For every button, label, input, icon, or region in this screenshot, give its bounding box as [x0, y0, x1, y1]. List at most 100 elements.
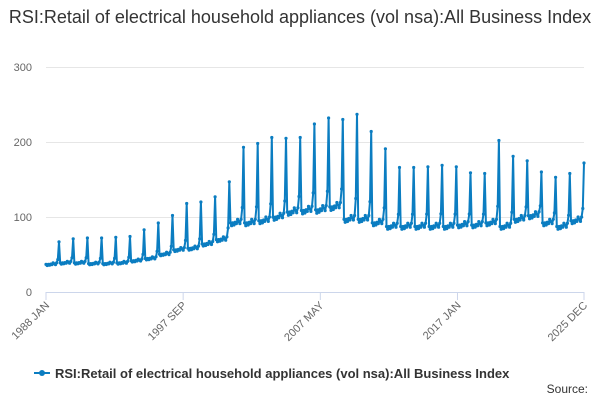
- data-point: [238, 222, 242, 226]
- data-point: [569, 219, 573, 223]
- data-point: [399, 224, 403, 229]
- data-point: [127, 255, 131, 259]
- data-point: [196, 244, 201, 248]
- data-point: [198, 237, 202, 241]
- data-point: [239, 217, 243, 221]
- data-point: [246, 223, 250, 227]
- data-point: [323, 209, 327, 213]
- data-point: [305, 209, 309, 213]
- data-point: [356, 217, 360, 221]
- data-point: [303, 211, 307, 215]
- data-point: [467, 212, 471, 216]
- data-point: [384, 224, 389, 229]
- data-point: [334, 206, 338, 210]
- data-point: [493, 222, 497, 226]
- data-point: [402, 227, 406, 231]
- data-point: [538, 204, 542, 208]
- data-point: [564, 225, 568, 229]
- y-tick-label: 100: [14, 212, 32, 224]
- data-point: [182, 246, 186, 250]
- data-point: [555, 224, 559, 229]
- y-tick-label: 0: [26, 287, 32, 299]
- data-point: [169, 244, 173, 248]
- data-point: [260, 221, 264, 225]
- data-point: [280, 216, 285, 220]
- data-point: [98, 256, 102, 260]
- data-point: [425, 212, 429, 216]
- data-point: [541, 221, 545, 225]
- data-point: [512, 217, 516, 221]
- data-point: [296, 206, 300, 210]
- data-point: [142, 228, 146, 232]
- data-point: [226, 226, 230, 230]
- x-tick-label: 2025 DEC: [546, 300, 590, 344]
- data-point: [253, 217, 257, 221]
- data-point: [213, 195, 217, 199]
- data-point: [234, 222, 238, 226]
- data-point: [155, 249, 159, 253]
- data-point: [258, 222, 262, 226]
- series-group: [44, 112, 586, 268]
- source-credit[interactable]: Source:: [546, 382, 588, 396]
- data-point: [340, 187, 344, 191]
- y-tick-label: 200: [14, 137, 32, 149]
- data-point: [405, 225, 409, 229]
- chart-title: RSI:Retail of electrical household appli…: [8, 7, 592, 27]
- data-point: [206, 242, 210, 247]
- data-point: [285, 210, 289, 214]
- x-axis-ticks: 1988 JAN 1997 SEP 2007 MAY 2017 JAN 2025 DEC: [9, 292, 590, 344]
- data-point: [452, 221, 456, 225]
- data-point: [535, 212, 539, 216]
- legend[interactable]: RSI:Retail of electrical household appli…: [34, 364, 509, 382]
- data-point: [306, 204, 311, 208]
- data-point: [424, 221, 428, 225]
- data-point: [516, 219, 520, 224]
- data-point: [319, 209, 324, 213]
- data-point: [97, 260, 101, 264]
- data-point: [284, 136, 288, 140]
- data-point: [558, 227, 563, 231]
- y-axis-ticks: 0 100 200 300: [14, 62, 32, 299]
- data-point: [317, 210, 321, 214]
- data-point: [312, 122, 316, 126]
- data-point: [163, 253, 167, 257]
- data-point: [232, 223, 236, 227]
- data-point: [314, 208, 318, 212]
- data-point: [354, 196, 358, 201]
- data-point: [263, 219, 267, 223]
- data-point: [342, 217, 346, 221]
- data-point: [388, 227, 392, 231]
- data-point: [370, 221, 374, 225]
- data-point: [468, 171, 473, 175]
- data-point: [311, 191, 315, 195]
- data-point: [209, 242, 214, 247]
- data-point: [227, 180, 231, 184]
- data-point: [277, 216, 281, 220]
- data-point: [530, 216, 534, 220]
- data-point: [476, 224, 480, 228]
- data-point: [267, 215, 272, 219]
- data-point: [523, 213, 527, 218]
- x-tick-label: 1997 SEP: [146, 300, 190, 344]
- data-point: [445, 227, 449, 231]
- data-point: [368, 200, 372, 204]
- data-point: [56, 258, 60, 262]
- data-point: [141, 252, 145, 256]
- data-point: [185, 201, 189, 206]
- data-point: [254, 205, 259, 209]
- x-tick-label: 1988 JAN: [9, 300, 52, 343]
- data-point: [494, 217, 499, 221]
- data-point: [225, 235, 229, 239]
- data-point: [297, 194, 301, 199]
- data-point: [428, 227, 432, 231]
- data-point: [295, 211, 299, 215]
- data-point: [542, 224, 546, 228]
- data-point: [575, 219, 579, 223]
- data-point: [539, 170, 544, 174]
- data-point: [419, 225, 423, 229]
- data-point: [55, 261, 59, 265]
- data-point: [380, 222, 384, 226]
- data-point: [554, 175, 558, 179]
- data-point: [383, 147, 387, 151]
- data-point: [126, 259, 130, 263]
